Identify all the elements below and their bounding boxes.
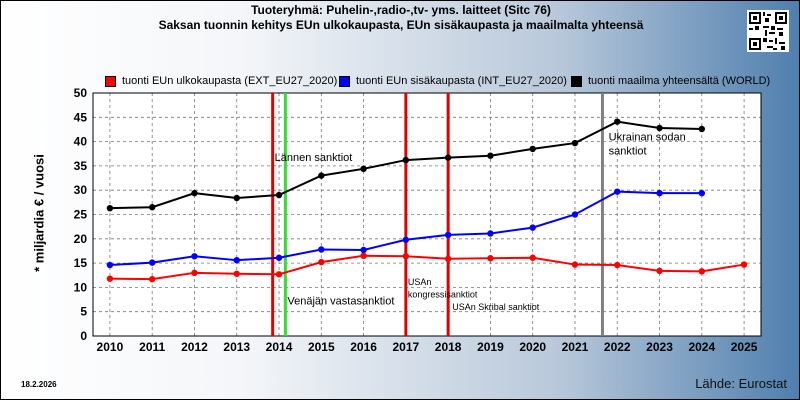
legend-label-ext: tuonti EUn ulkokaupasta (EXT_EU27_2020) <box>122 75 338 87</box>
series-point-0 <box>740 261 748 268</box>
series-point-0 <box>656 267 663 275</box>
series-point-0 <box>233 270 240 277</box>
x-tick-label: 2012 <box>181 340 208 354</box>
series-point-1 <box>529 224 536 231</box>
y-tick-label: 5 <box>80 305 87 319</box>
x-tick-label: 2018 <box>435 340 462 354</box>
series-point-0 <box>571 261 579 268</box>
series-point-2 <box>487 152 494 159</box>
series-point-2 <box>318 172 325 179</box>
x-tick-label: 2020 <box>519 340 546 354</box>
annotation-label: Lännen sanktiot <box>275 152 353 164</box>
series-point-2 <box>614 118 621 125</box>
series-point-1 <box>571 211 579 218</box>
y-tick-label: 40 <box>74 135 88 149</box>
series-point-2 <box>148 204 156 211</box>
y-tick-label: 15 <box>74 256 88 270</box>
series-point-0 <box>148 275 156 283</box>
series-point-0 <box>614 261 621 269</box>
series-point-1 <box>233 256 240 264</box>
x-tick-label: 2015 <box>308 340 335 354</box>
plot-border <box>92 92 762 337</box>
annotation-label: USAn <box>408 277 432 287</box>
x-tick-label: 2014 <box>266 340 293 354</box>
series-point-0 <box>106 275 114 282</box>
series-point-2 <box>444 154 452 161</box>
y-tick-label: 45 <box>74 110 88 124</box>
series-point-1 <box>444 231 452 239</box>
series-point-1 <box>614 188 621 195</box>
annotation-label: Venäjän vastasanktiot <box>287 295 394 307</box>
x-tick-label: 2013 <box>223 340 250 354</box>
series-point-2 <box>106 204 114 212</box>
legend-swatch-world <box>571 75 582 87</box>
legend-item-ext: tuonti EUn ulkokaupasta (EXT_EU27_2020) <box>105 75 337 87</box>
series-point-0 <box>318 258 325 266</box>
x-tick-label: 2022 <box>604 340 631 354</box>
series-point-0 <box>529 254 536 261</box>
series-point-2 <box>402 156 410 164</box>
series-point-2 <box>275 191 283 199</box>
x-tick-label: 2025 <box>731 340 758 354</box>
series-point-2 <box>191 189 198 197</box>
y-tick-label: 0 <box>80 329 87 343</box>
date-stamp: 18.2.2026 <box>21 380 57 389</box>
series-point-1 <box>698 189 706 197</box>
legend-label-world: tuonti maailma yhteensältä (WORLD) <box>588 75 771 87</box>
plot-area <box>93 93 761 336</box>
series-point-0 <box>402 253 410 260</box>
legend-item-int: tuonti EUn sisäkaupasta (INT_EU27_2020) <box>339 75 567 87</box>
series-point-0 <box>698 268 706 275</box>
series-point-2 <box>698 125 706 133</box>
series-point-1 <box>318 246 325 253</box>
series-point-0 <box>275 271 283 278</box>
annotation-label: kongressisanktiot <box>408 290 478 300</box>
series-point-0 <box>444 255 452 262</box>
series-point-2 <box>233 194 240 202</box>
y-tick-label: 10 <box>74 280 88 294</box>
annotation-label: USAn Skribal sanktiot <box>452 302 540 312</box>
y-tick-label: 25 <box>74 208 88 222</box>
series-point-1 <box>360 246 367 254</box>
series-point-1 <box>656 189 663 197</box>
series-point-1 <box>191 253 198 260</box>
y-tick-label: 20 <box>74 232 88 246</box>
series-point-2 <box>656 124 663 132</box>
series-point-2 <box>571 139 579 147</box>
legend-swatch-int <box>339 75 350 87</box>
legend-label-int: tuonti EUn sisäkaupasta (INT_EU27_2020) <box>356 75 567 87</box>
y-tick-label: 50 <box>74 86 88 100</box>
series-point-1 <box>106 261 114 269</box>
series-point-1 <box>402 236 410 243</box>
series-point-1 <box>275 254 283 261</box>
series-line-0 <box>109 254 745 281</box>
x-tick-label: 2016 <box>350 340 377 354</box>
series-point-0 <box>487 255 494 262</box>
chart-title: Tuoteryhmä: Puhelin-,radio-,tv- yms. lai… <box>251 3 551 17</box>
x-tick-label: 2021 <box>562 340 589 354</box>
y-tick-label: 30 <box>74 183 88 197</box>
series-point-1 <box>487 230 494 237</box>
x-tick-label: 2017 <box>393 340 420 354</box>
series-point-0 <box>191 269 198 277</box>
chart-subtitle: Saksan tuonnin kehitys EUn ulkokaupasta,… <box>158 18 644 32</box>
x-tick-label: 2011 <box>139 340 165 354</box>
annotation-label: Ukrainan sodan <box>609 132 686 144</box>
legend-item-world: tuonti maailma yhteensältä (WORLD) <box>571 75 770 87</box>
series-point-0 <box>360 252 367 260</box>
legend-swatch-ext <box>105 75 116 87</box>
series-point-2 <box>360 165 367 173</box>
x-tick-label: 2010 <box>97 340 124 354</box>
series-point-1 <box>148 259 156 266</box>
qr-code-icon <box>747 10 789 52</box>
x-tick-label: 2024 <box>688 340 715 354</box>
x-tick-label: 2019 <box>477 340 504 354</box>
x-tick-label: 2023 <box>646 340 673 354</box>
annotation-label: sanktiot <box>609 146 647 158</box>
y-tick-label: 35 <box>74 159 88 173</box>
source-note: Lähde: Eurostat <box>695 376 787 391</box>
series-point-2 <box>529 145 536 153</box>
